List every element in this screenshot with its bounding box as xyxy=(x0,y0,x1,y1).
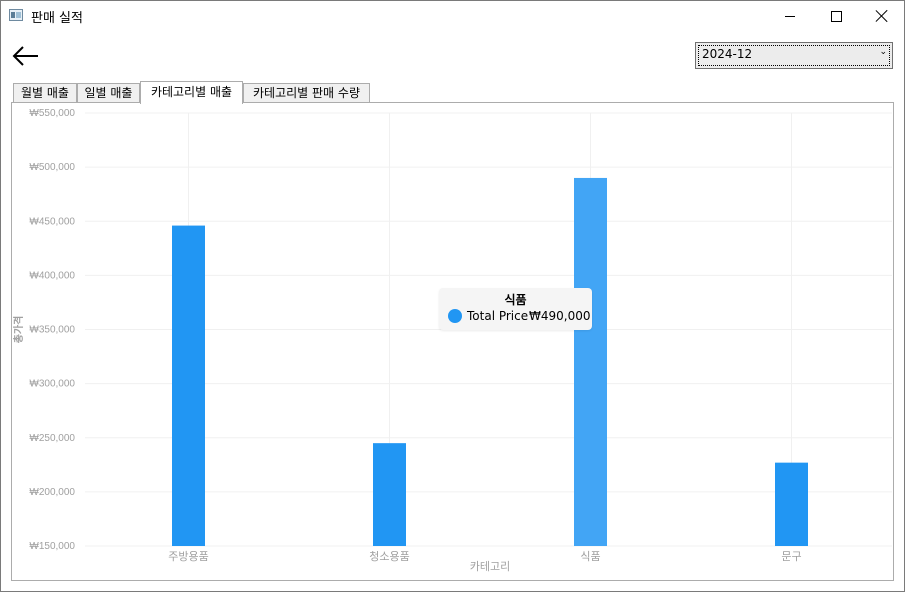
minimize-icon xyxy=(785,15,795,17)
tab-category-quantity[interactable]: 카테고리별 판매 수량 xyxy=(243,83,370,102)
tooltip-series-name: Total Price xyxy=(467,309,529,323)
y-tick-label: ₩450,000 xyxy=(29,216,75,227)
y-tick-label: ₩300,000 xyxy=(29,379,75,390)
bar-3 xyxy=(775,462,808,546)
y-tick-label: ₩350,000 xyxy=(29,325,75,336)
bar-1 xyxy=(373,443,406,546)
window-title: 판매 실적 xyxy=(31,11,83,26)
y-tick-label: ₩550,000 xyxy=(29,108,75,119)
month-select[interactable]: 2024-12 ⌄ xyxy=(695,42,893,69)
y-axis-title: 총가격 xyxy=(12,316,25,344)
close-button[interactable] xyxy=(859,1,905,31)
minimize-button[interactable] xyxy=(767,1,813,31)
y-tick-label: ₩250,000 xyxy=(29,433,75,444)
y-tick-label: ₩400,000 xyxy=(29,270,75,281)
month-select-focus xyxy=(698,45,890,66)
tooltip-value: ₩490,000 xyxy=(529,309,591,323)
y-tick-label: ₩150,000 xyxy=(29,541,75,552)
x-axis-title: 카테고리 xyxy=(470,560,510,573)
y-tick-label: ₩200,000 xyxy=(29,487,75,498)
tooltip-title: 식품 xyxy=(504,293,527,307)
x-tick-label: 문구 xyxy=(781,550,801,563)
month-select-value: 2024-12 xyxy=(702,47,753,61)
maximize-icon xyxy=(830,10,842,22)
x-tick-label: 주방용품 xyxy=(168,550,208,563)
chevron-down-icon: ⌄ xyxy=(879,47,887,57)
chart-tooltip: 식품 Total Price ₩490,000 xyxy=(439,288,592,330)
x-tick-label: 식품 xyxy=(580,550,600,563)
x-tick-label: 청소용품 xyxy=(369,550,409,563)
chart-panel: ₩150,000 ₩200,000 ₩250,000 ₩300,000 ₩350,000… xyxy=(11,102,894,581)
tooltip-series-dot xyxy=(448,309,462,323)
app-icon xyxy=(9,9,23,21)
title-bar[interactable]: 판매 실적 xyxy=(1,1,904,31)
bar-0 xyxy=(172,225,205,546)
y-tick-label: ₩500,000 xyxy=(29,162,75,173)
tab-daily-sales[interactable]: 일별 매출 xyxy=(77,83,140,102)
category-sales-chart: ₩150,000 ₩200,000 ₩250,000 ₩300,000 ₩350,000… xyxy=(12,108,892,573)
arrow-left-icon xyxy=(12,46,38,66)
close-icon xyxy=(876,10,888,22)
bar-2 xyxy=(574,177,607,546)
tab-category-sales[interactable]: 카테고리별 매출 xyxy=(140,81,243,104)
maximize-button[interactable] xyxy=(813,1,859,31)
tab-monthly-sales[interactable]: 월별 매출 xyxy=(13,83,77,102)
back-button[interactable] xyxy=(11,41,41,71)
